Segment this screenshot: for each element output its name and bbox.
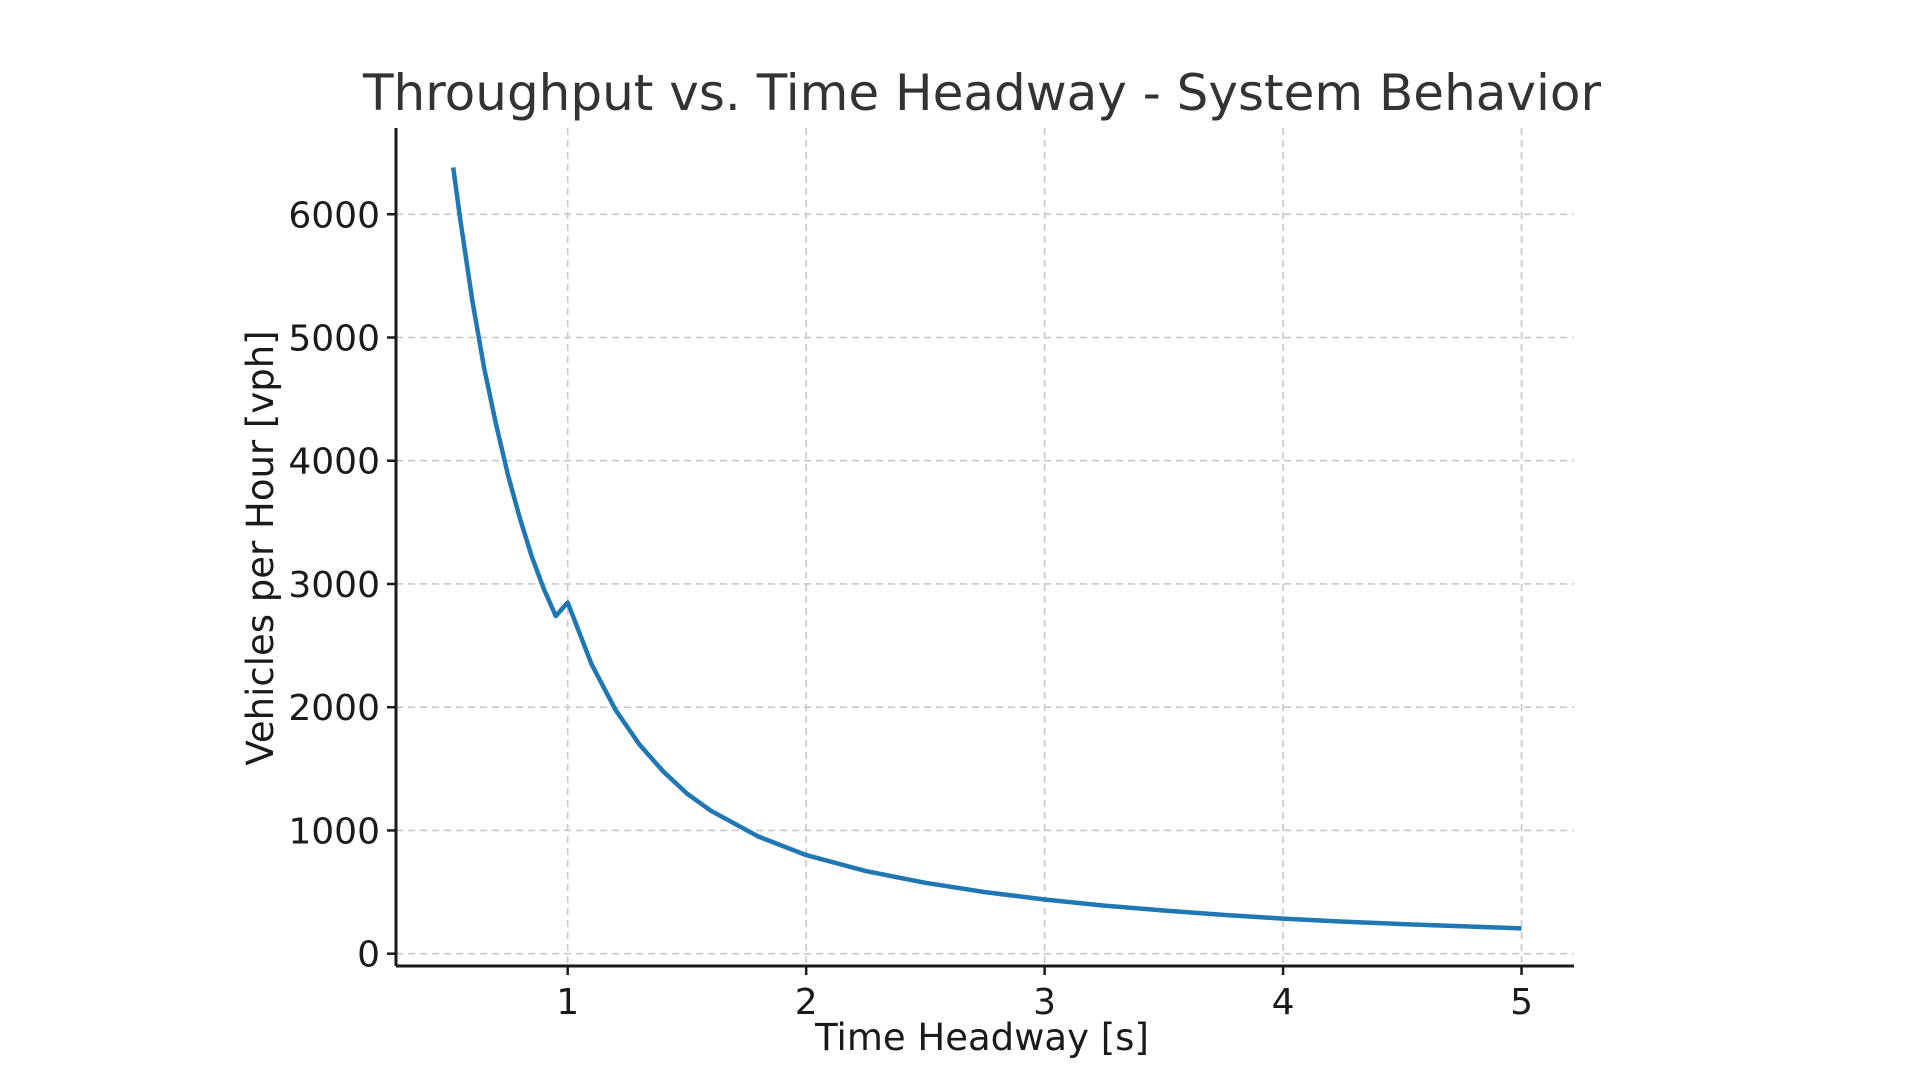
y-tick-label: 1000 (288, 811, 380, 852)
chart-title: Throughput vs. Time Headway - System Beh… (362, 64, 1602, 122)
x-tick-label: 4 (1272, 982, 1295, 1023)
y-tick-label: 3000 (288, 565, 380, 606)
series-line-0 (450, 167, 1522, 931)
y-tick-label: 4000 (288, 442, 380, 483)
x-tick-label: 5 (1510, 982, 1533, 1023)
x-tick-label: 3 (1033, 982, 1056, 1023)
x-axis-label: Time Headway [s] (814, 1016, 1149, 1059)
y-axis-label: Vehicles per Hour [vph] (239, 330, 282, 765)
y-tick-label: 0 (357, 935, 380, 976)
ticks: 1 2 3 4 5 0 1000 2000 3000 4000 5000 6000 (288, 195, 1533, 1023)
y-tick-label: 2000 (288, 688, 380, 729)
x-tick-label: 1 (556, 982, 579, 1023)
axes (394, 128, 1574, 968)
grid (396, 128, 1574, 966)
y-tick-label: 6000 (288, 195, 380, 236)
series-group (450, 167, 1522, 931)
x-tick-label: 2 (795, 982, 818, 1023)
y-tick-label: 5000 (288, 319, 380, 360)
